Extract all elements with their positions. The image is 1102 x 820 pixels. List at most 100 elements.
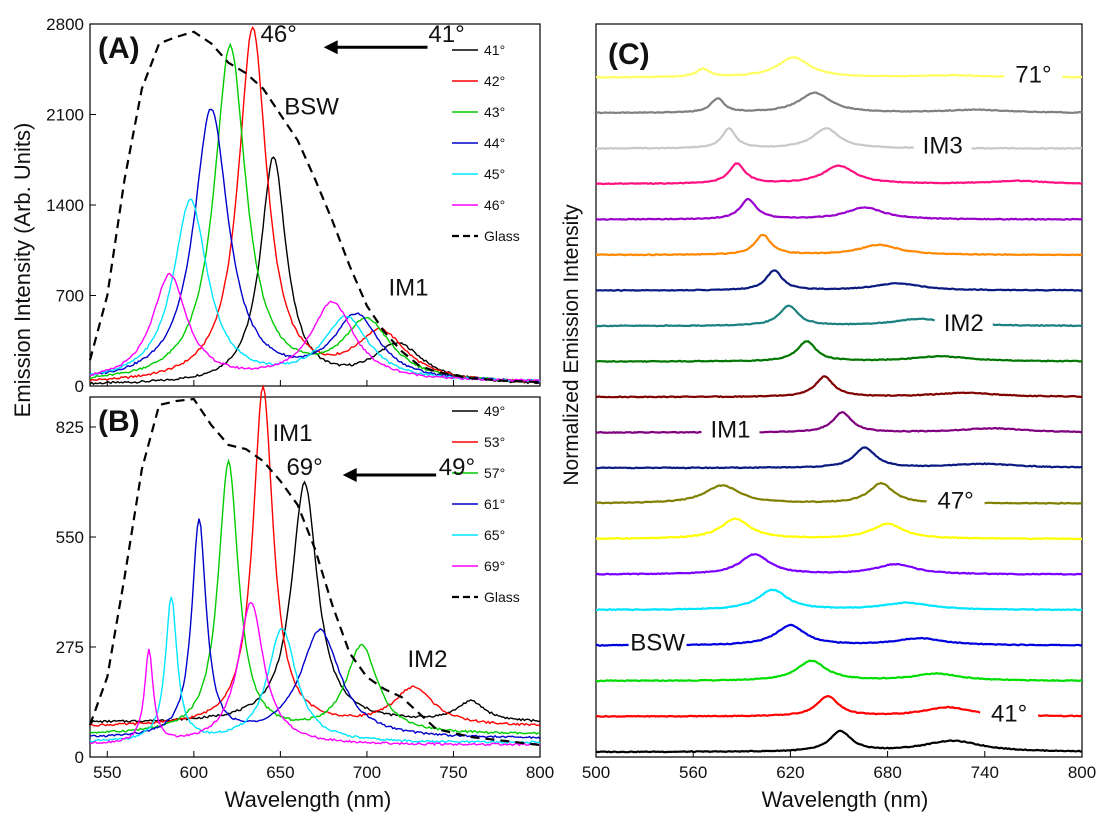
legend-label: 44° [484, 135, 505, 151]
legend-label: 53° [484, 434, 505, 450]
legend-label: 57° [484, 465, 505, 481]
trace-line [595, 91, 1083, 115]
series-line [89, 596, 541, 745]
legend-label: 41° [484, 42, 505, 58]
annotation: 46° [261, 21, 297, 48]
y-tick-label: 2100 [46, 106, 84, 125]
y-tick-label: 275 [56, 638, 84, 657]
y-title-left: Emission Intensity (Arb. Units) [10, 123, 35, 418]
trace-line [595, 233, 1083, 257]
annotation: 41° [428, 21, 464, 48]
x-tick-label: 560 [679, 763, 707, 782]
arrow-head [342, 468, 357, 482]
x-title-right: Wavelength (nm) [762, 787, 929, 812]
series-line [89, 601, 541, 747]
panel-b: 0 275 550 825 550 600 650 700 750 800 49° 53° 57° 61°… [56, 384, 554, 782]
annotation: BSW [284, 94, 339, 121]
annotation: 69° [286, 454, 322, 481]
trace-line [596, 588, 1083, 612]
trace-line [595, 729, 1083, 754]
arrow-head [323, 40, 338, 55]
x-tick-label: 740 [971, 763, 999, 782]
annotation-backing [1004, 58, 1063, 91]
x-tick-label: 500 [582, 763, 610, 782]
annotation: IM1 [388, 275, 428, 302]
panel-label: (A) [98, 32, 140, 65]
annotation: 49° [439, 454, 475, 481]
panel-c: 500 560 620 680 740 800 (C) 71° IM3 IM2 IM1 47° BSW 4… [582, 23, 1096, 782]
annotation: 47° [937, 488, 973, 515]
legend-label: 61° [484, 496, 505, 512]
x-tick-label: 680 [873, 763, 901, 782]
plot-frame [89, 396, 541, 758]
trace-line [595, 197, 1083, 221]
trace-line [595, 304, 1083, 328]
panel-a: 0 700 1400 2100 2800 41° 42° 43° 44° 45° 46° Glass (… [46, 15, 541, 396]
trace-line [596, 340, 1083, 363]
legend-label: 69° [484, 558, 505, 574]
series-line [89, 272, 541, 383]
trace-line [595, 375, 1083, 399]
series-line [89, 458, 541, 735]
trace-line [595, 481, 1083, 505]
series-line [89, 518, 541, 740]
annotation: BSW [630, 630, 685, 657]
y-tick-label: 0 [75, 748, 84, 767]
legend-label: 46° [484, 197, 505, 213]
trace-line [595, 269, 1083, 292]
trace-line [595, 659, 1082, 683]
panel-label: (B) [98, 405, 140, 438]
annotation: IM2 [944, 310, 984, 337]
legend-label: 45° [484, 166, 505, 182]
annotation-backing [980, 697, 1039, 730]
x-title-left: Wavelength (nm) [225, 787, 392, 812]
x-tick-label: 700 [353, 763, 381, 782]
series-line [89, 384, 541, 727]
x-tick-label: 550 [93, 763, 121, 782]
trace-line [595, 446, 1083, 470]
y-tick-label: 825 [56, 418, 84, 437]
legend-label: 65° [484, 527, 505, 543]
x-tick-label: 750 [439, 763, 467, 782]
annotation-backing [934, 307, 993, 339]
annotation-backing [926, 484, 985, 517]
legend-label: 42° [484, 73, 505, 89]
y-tick-label: 2800 [46, 15, 84, 34]
legend-label: Glass [484, 589, 520, 605]
annotation-backing [913, 129, 972, 162]
annotation: IM3 [923, 133, 963, 160]
panel-label: (C) [608, 38, 650, 71]
x-tick-label: 600 [180, 763, 208, 782]
series-line [88, 397, 541, 747]
annotation: IM1 [272, 420, 312, 447]
x-tick-label: 650 [266, 763, 294, 782]
series-line [89, 108, 541, 383]
legend-label: Glass [484, 228, 520, 244]
trace-line [595, 553, 1083, 576]
trace-line [595, 517, 1083, 541]
x-tick-label: 620 [776, 763, 804, 782]
plot-frame [595, 23, 1083, 758]
series-line [88, 30, 541, 384]
annotation-backing [628, 626, 687, 659]
annotation: 71° [1015, 62, 1051, 89]
annotation: IM1 [710, 417, 750, 444]
series-line [90, 480, 541, 724]
trace-line [595, 162, 1083, 186]
trace-line [595, 55, 1083, 79]
x-tick-label: 800 [526, 763, 554, 782]
annotation: IM2 [407, 646, 447, 673]
trace-line [595, 410, 1082, 434]
y-tick-label: 700 [56, 287, 84, 306]
x-tick-label: 800 [1068, 763, 1096, 782]
trace-line [595, 126, 1082, 150]
legend-label: 49° [484, 403, 505, 419]
y-tick-label: 1400 [46, 196, 84, 215]
annotation-backing [701, 413, 760, 446]
y-tick-label: 0 [75, 377, 84, 396]
y-tick-label: 550 [56, 528, 84, 547]
y-title-right: Normalized Emission Intensity [560, 204, 583, 486]
annotation: 41° [991, 701, 1027, 728]
legend-label: 43° [484, 104, 505, 120]
